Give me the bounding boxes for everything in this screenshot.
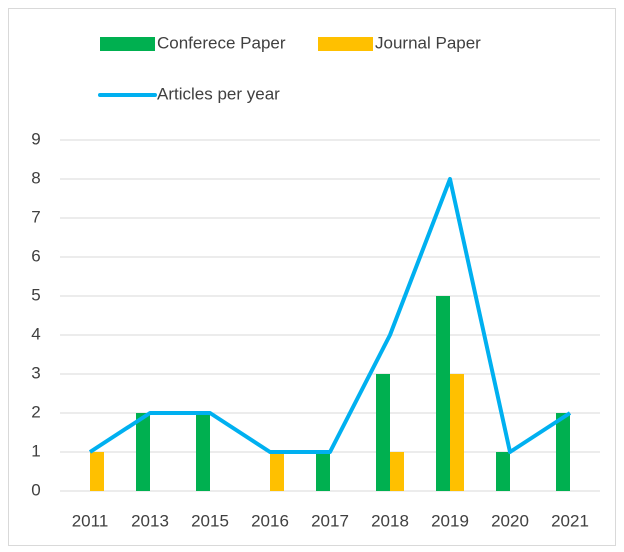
bar xyxy=(270,452,284,491)
y-tick-label: 1 xyxy=(31,441,40,460)
y-tick-label: 8 xyxy=(31,168,40,187)
x-tick-label: 2015 xyxy=(191,511,229,530)
y-tick-label: 9 xyxy=(31,129,40,148)
x-tick-label: 2018 xyxy=(371,511,409,530)
x-tick-label: 2021 xyxy=(551,511,589,530)
legend-label: Journal Paper xyxy=(375,33,481,52)
x-tick-label: 2017 xyxy=(311,511,349,530)
bar xyxy=(90,452,104,491)
x-tick-label: 2013 xyxy=(131,511,169,530)
bar xyxy=(436,296,450,491)
y-tick-label: 0 xyxy=(31,480,40,499)
y-tick-label: 5 xyxy=(31,285,40,304)
legend-swatch xyxy=(318,37,373,51)
x-tick-label: 2016 xyxy=(251,511,289,530)
bar xyxy=(556,413,570,491)
y-tick-label: 2 xyxy=(31,402,40,421)
legend-label: Conferece Paper xyxy=(157,33,286,52)
bar xyxy=(316,452,330,491)
bar xyxy=(196,413,210,491)
line xyxy=(88,177,572,454)
y-tick-label: 3 xyxy=(31,363,40,382)
bar xyxy=(450,374,464,491)
bar xyxy=(376,374,390,491)
bar xyxy=(390,452,404,491)
x-tick-label: 2011 xyxy=(72,511,109,530)
x-tick-label: 2019 xyxy=(431,511,469,530)
legend-label: Articles per year xyxy=(157,84,280,103)
x-tick-label: 2020 xyxy=(491,511,529,530)
chart-border xyxy=(8,8,616,546)
bar xyxy=(496,452,510,491)
y-tick-label: 7 xyxy=(31,207,40,226)
bar xyxy=(136,413,150,491)
legend-swatch xyxy=(100,37,155,51)
y-tick-label: 4 xyxy=(31,324,40,343)
y-tick-label: 6 xyxy=(31,246,40,265)
